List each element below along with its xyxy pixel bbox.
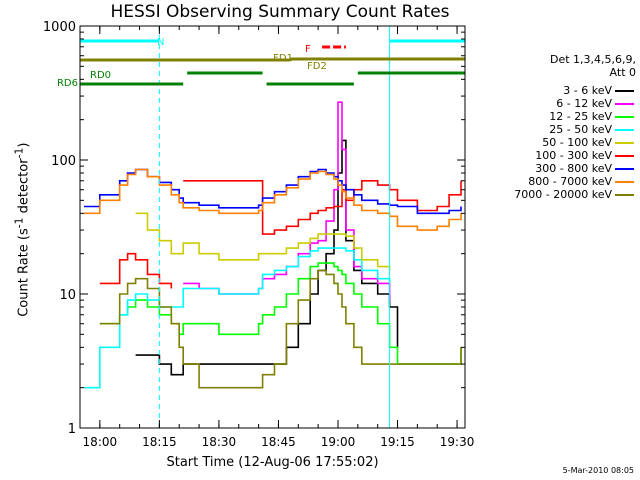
legend-item-0: 3 - 6 keV [480,84,636,97]
x-tick-label-3: 18:45 [261,435,296,449]
legend-header: Det 1,3,4,5,6,9, Att 0 [480,53,636,79]
series-line-3 [84,247,391,389]
legend-item-4: 50 - 100 keV [480,136,636,149]
y-tick-label-2: 100 [51,154,76,169]
series-line-4 [135,212,391,271]
flag-label-fd1: FD1 [273,53,293,64]
axis-layer: 18:00 18:15 18:30 18:45 19:00 19:15 19:30 1 10 10… [43,20,474,449]
date-stamp: 5-Mar-2010 08:05 [562,466,634,475]
x-tick-label-1: 18:15 [142,435,177,449]
legend-label: 50 - 100 keV [542,136,612,149]
legend-item-2: 12 - 25 keV [480,110,636,123]
legend-label: 25 - 50 keV [549,123,612,136]
series-line-5 [99,180,462,289]
flag-label-n: N [157,37,164,48]
series-line-0 [135,139,399,376]
y-axis-label: Count Rate (s-1 detector-1) [12,142,32,317]
legend-item-3: 25 - 50 keV [480,123,636,136]
plot-frame [79,25,466,429]
legend-detectors: Det 1,3,4,5,6,9, [549,53,636,66]
flag-label-fd2: FD2 [307,61,327,72]
x-tick-label-0: 18:00 [83,435,118,449]
flag-label-rd6: RD6 [57,78,78,89]
y-tick-label-3: 1000 [43,20,76,35]
legend-swatch [615,103,634,105]
chart-title: HESSI Observing Summary Count Rates [110,2,450,22]
legend-swatch [615,155,634,157]
y-tick-label-0: 1 [68,422,76,437]
legend-swatch [615,168,634,170]
series-line-8 [99,269,462,389]
x-tick-label-2: 18:30 [202,435,237,449]
x-axis-label: Start Time (12-Aug-06 17:55:02) [166,455,379,470]
legend-label: 100 - 300 keV [535,149,612,162]
series-layer [84,101,462,389]
legend-label: 3 - 6 keV [563,84,612,97]
legend-attenuator: Att 0 [609,66,636,79]
legend-item-1: 6 - 12 keV [480,97,636,110]
legend-label: 300 - 800 keV [535,162,612,175]
series-line-2 [99,262,462,365]
legend-item-5: 100 - 300 keV [480,149,636,162]
legend-swatch [615,194,634,196]
legend-label: 12 - 25 keV [549,110,612,123]
legend-swatch [615,181,634,183]
legend-swatch [615,129,634,131]
legend-swatch [615,90,634,92]
series-line-6 [84,168,462,215]
legend-label: 6 - 12 keV [556,97,612,110]
legend-item-7: 800 - 7000 keV [480,175,636,188]
flag-label-f: F [305,44,311,55]
flag-label-rd0: RD0 [90,70,111,81]
legend-item-8: 7000 - 20000 keV [480,188,636,201]
x-tick-label-4: 19:00 [321,435,356,449]
legend-item-6: 300 - 800 keV [480,162,636,175]
legend-label: 7000 - 20000 keV [514,188,612,201]
x-tick-label-5: 19:15 [380,435,415,449]
legend-swatch [615,142,634,144]
legend-swatch [615,116,634,118]
x-tick-label-6: 19:30 [440,435,475,449]
y-tick-label-1: 10 [59,288,76,303]
flag-bar-layer: N F FD1 FD2 RD0 RD6 [57,37,465,89]
legend-label: 800 - 7000 keV [528,175,612,188]
